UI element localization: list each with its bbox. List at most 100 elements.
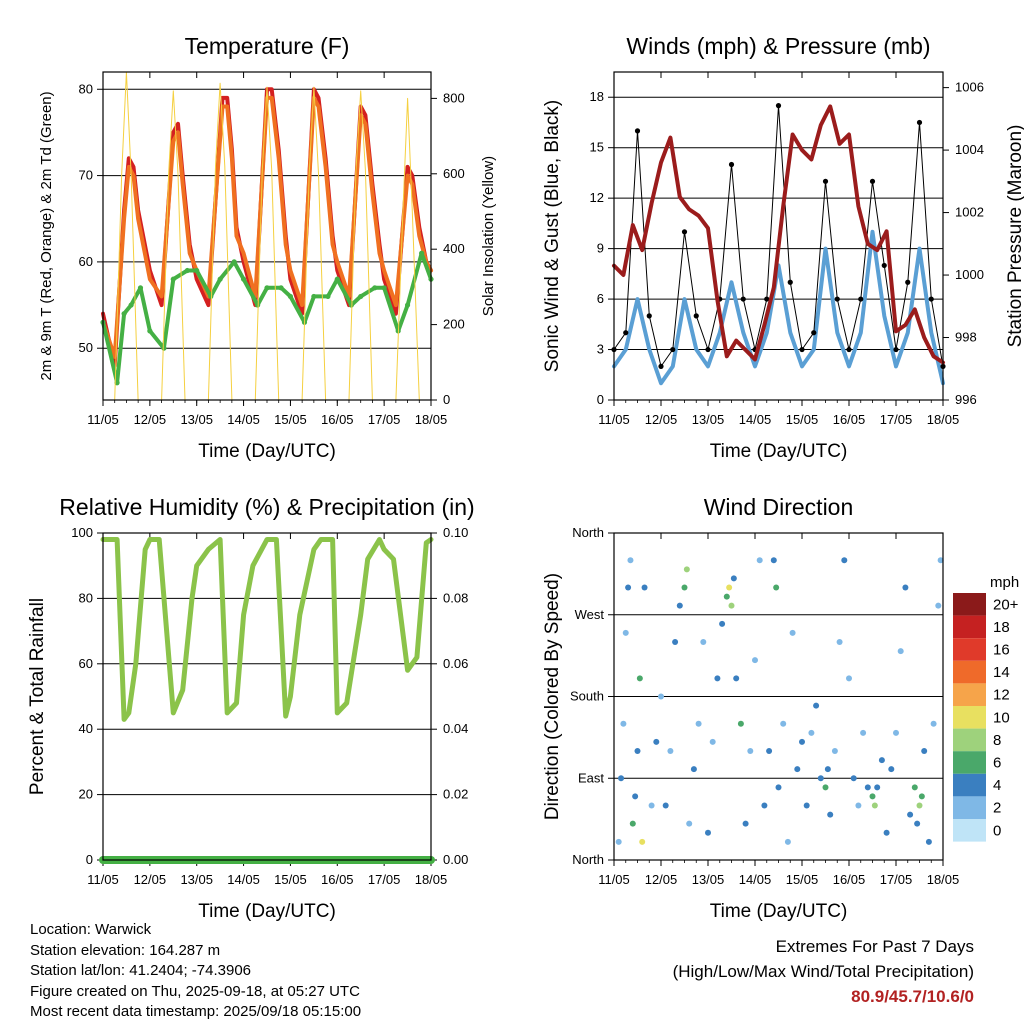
humidity-xtick-label: 11/05: [87, 872, 119, 887]
colorbar-swatch: [953, 683, 986, 706]
winds-ytick-right-label: 1002: [955, 205, 984, 220]
winds-point: [658, 363, 664, 369]
direction-point: [756, 557, 763, 564]
temperature-series-9m-t: [101, 95, 433, 359]
direction-point: [831, 748, 838, 754]
winds-ytick-label: 9: [597, 241, 604, 256]
direction-point: [737, 720, 744, 727]
station-location: Location: Warwick: [30, 921, 152, 938]
colorbar-label: 16: [993, 642, 1010, 659]
direction-point: [634, 748, 641, 754]
direction-point: [639, 838, 646, 845]
colorbar-label: 8: [993, 732, 1001, 749]
temperature-point: [121, 311, 127, 317]
winds-point: [881, 262, 887, 269]
temperature-xtick-label: 14/05: [227, 412, 260, 427]
direction-point: [799, 738, 805, 745]
winds-series-sonic-wind: [612, 229, 945, 386]
direction-point: [695, 720, 702, 727]
direction-point: [860, 729, 867, 736]
direction-point: [766, 748, 773, 754]
winds-ytick-right-label: 1004: [955, 142, 984, 157]
direction-point: [672, 639, 679, 645]
winds-point: [646, 313, 652, 319]
direction-point: [846, 675, 852, 682]
direction-point: [730, 575, 737, 582]
winds-panel: Winds (mph) & Pressure (mb) 0 3 6 9 12 15 18 996…: [542, 33, 1024, 462]
colorbar-label: 4: [993, 777, 1001, 794]
recent-timestamp: Most recent data timestamp: 2025/09/18 0…: [30, 1003, 362, 1020]
humidity-series-relative-humidity: [100, 537, 434, 722]
colorbar-label: 6: [993, 755, 1001, 772]
humidity-xtick-label: 16/05: [321, 872, 354, 887]
winds-xlabel: Time (Day/UTC): [710, 441, 848, 462]
temperature-ytick-right-label: 400: [443, 241, 465, 256]
temperature-point: [170, 276, 176, 282]
direction-point: [789, 629, 796, 636]
temperature-xtick-label: 16/05: [321, 412, 354, 427]
direction-point: [686, 820, 693, 827]
colorbar-label: 14: [993, 664, 1010, 681]
humidity-frame: [102, 532, 432, 861]
direction-point: [841, 557, 848, 564]
temperature-point: [184, 267, 190, 274]
winds-point: [869, 178, 876, 184]
extremes-legend: (High/Low/Max Wind/Total Precipitation): [672, 962, 974, 981]
speed-colorbar: mph 20+ 18 16 14 12 10 8 6 4 2 0: [953, 574, 1019, 842]
humidity-xtick-label: 18/05: [415, 872, 448, 887]
colorbar-swatch: [953, 751, 986, 774]
direction-point: [902, 584, 909, 591]
winds-point: [634, 128, 641, 134]
extremes-values: 80.9/45.7/10.6/0: [851, 987, 974, 1006]
temperature-point: [419, 250, 425, 256]
direction-point: [935, 602, 942, 609]
direction-xtick-label: 13/05: [692, 872, 725, 887]
direction-point: [733, 675, 740, 682]
colorbar-label: 20+: [993, 596, 1019, 613]
direction-point: [850, 775, 857, 782]
winds-xtick-label: 16/05: [833, 412, 866, 427]
temperature-xlabel: Time (Day/UTC): [198, 441, 336, 462]
humidity-title: Relative Humidity (%) & Precipitation (i…: [59, 494, 474, 520]
winds-point: [670, 346, 676, 353]
station-latlon: Station lat/lon: 41.2404; -74.3906: [30, 962, 252, 979]
humidity-xtick-label: 14/05: [227, 872, 260, 887]
direction-point: [615, 838, 622, 845]
winds-xtick-label: 17/05: [880, 412, 913, 427]
colorbar-swatch: [953, 638, 986, 661]
winds-point: [740, 296, 746, 302]
colorbar-swatch: [953, 706, 986, 729]
winds-ytick-right-label: 1006: [955, 80, 984, 95]
colorbar-swatch: [953, 773, 986, 797]
direction-ytick-label: West: [575, 607, 605, 622]
humidity-ytick-right-label: 0.00: [443, 852, 468, 867]
winds-point: [775, 103, 782, 109]
temperature-xtick-label: 12/05: [134, 412, 167, 427]
humidity-ytick-label: 0: [86, 852, 93, 867]
winds-ytick-label: 3: [597, 342, 604, 357]
direction-point: [620, 720, 627, 727]
direction-point: [914, 820, 921, 827]
temperature-ytick-right-label: 800: [443, 90, 465, 105]
winds-ytick-right-label: 998: [955, 330, 977, 345]
direction-point: [784, 838, 791, 845]
temperature-point: [161, 345, 167, 351]
colorbar-label: 0: [993, 822, 1001, 839]
winds-point: [728, 161, 735, 168]
direction-point: [864, 784, 871, 791]
temperature-xtick-label: 11/05: [87, 412, 119, 427]
direction-point: [907, 811, 914, 818]
temperature-ytick-right-label: 600: [443, 166, 465, 181]
temperature-point: [147, 328, 153, 334]
humidity-panel: Relative Humidity (%) & Precipitation (i…: [27, 494, 475, 922]
colorbar-swatch: [953, 660, 986, 684]
direction-point: [770, 557, 777, 564]
direction-point: [629, 820, 636, 827]
direction-ytick-label: North: [572, 852, 604, 867]
winds-ytick-label: 12: [590, 190, 604, 205]
winds-point: [928, 296, 934, 302]
direction-point: [921, 748, 928, 754]
direction-point: [822, 784, 829, 791]
temperature-ytick-label: 80: [79, 81, 93, 96]
direction-point: [662, 802, 669, 809]
